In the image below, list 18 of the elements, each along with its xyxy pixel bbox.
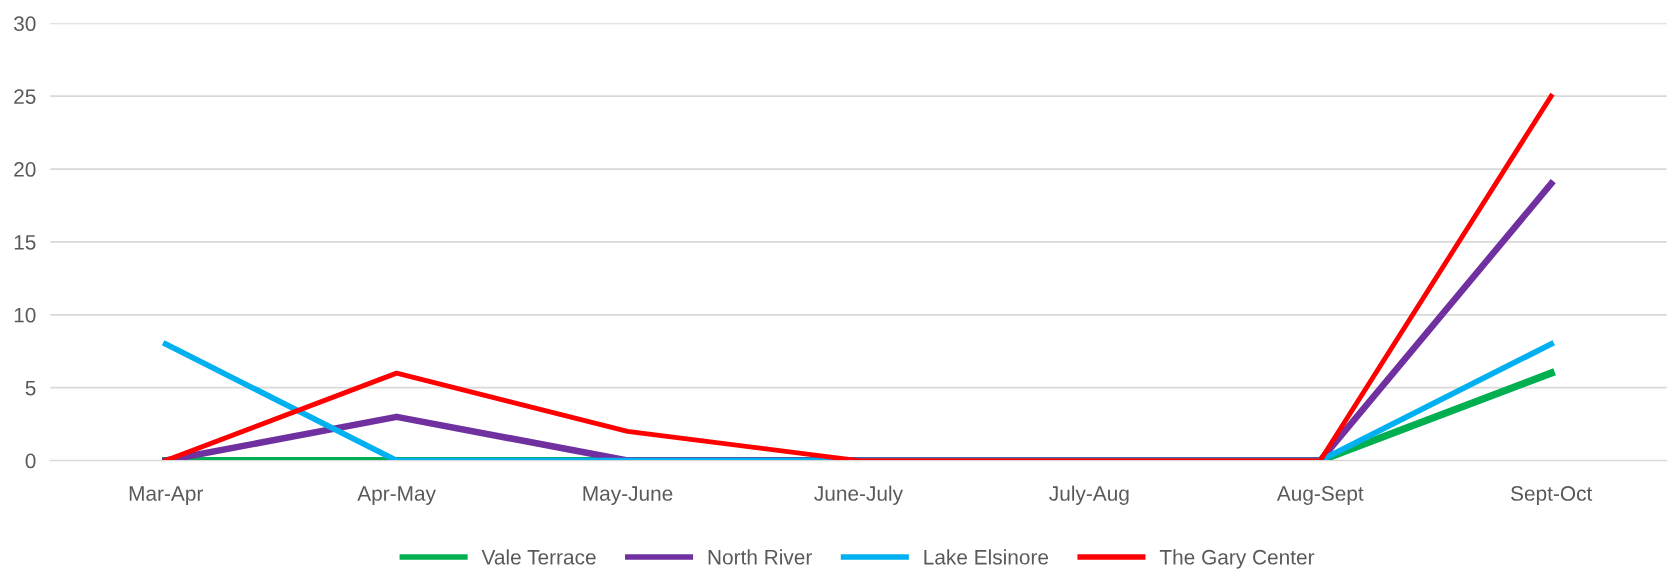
y-tick-label: 20 [14, 162, 36, 177]
x-tick-label: Aug-Sept [1276, 486, 1364, 505]
x-tick-label: Sept-Oct [1511, 486, 1593, 505]
y-tick-label: 30 [13, 16, 36, 32]
x-tick-label: July-Aug [1049, 485, 1129, 505]
legend-label: Vale Terrace [481, 549, 596, 565]
y-tick-label: 15 [14, 235, 36, 250]
y-tick-label: 5 [25, 380, 36, 396]
x-tick-label: May-June [583, 486, 673, 505]
legend-label: The Gary Center [1159, 549, 1315, 569]
x-tick-label: June-July [814, 485, 903, 505]
y-tick-label: 25 [14, 89, 36, 104]
legend-label: North River [708, 549, 812, 565]
y-tick-label: 0 [25, 453, 36, 469]
x-tick-label: Apr-May [357, 486, 436, 505]
y-tick-label: 10 [14, 307, 36, 323]
legend-label: Lake Elsinore [924, 549, 1049, 565]
x-tick-label: Mar-Apr [129, 486, 203, 505]
